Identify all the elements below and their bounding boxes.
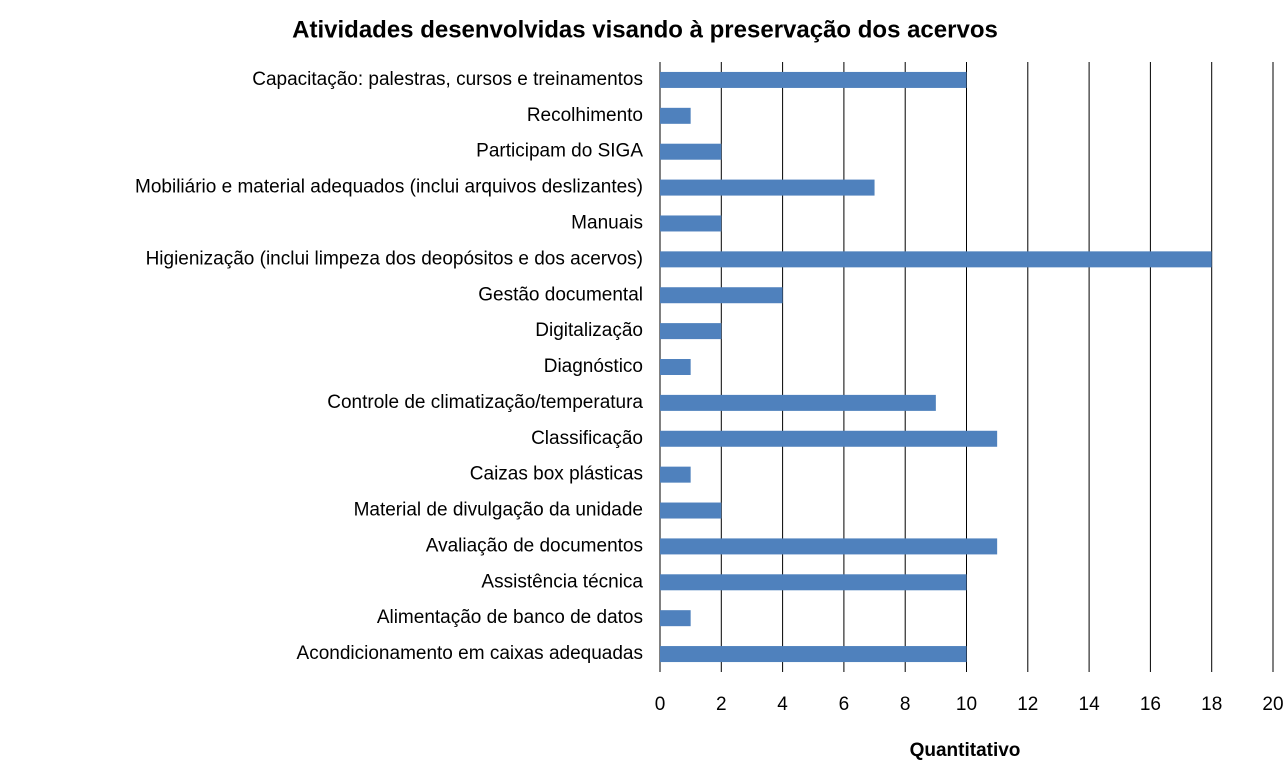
x-tick-label: 12 — [1017, 694, 1038, 715]
bar — [660, 538, 998, 555]
x-axis-title: Quantitativo — [910, 740, 1021, 761]
bar — [660, 179, 875, 196]
y-tick-label: Assistência técnica — [481, 571, 643, 592]
bar — [660, 107, 691, 124]
x-tick-label: 16 — [1140, 694, 1161, 715]
bar — [660, 610, 691, 627]
y-tick-label: Participam do SIGA — [476, 141, 643, 162]
y-tick-label: Digitalização — [535, 320, 643, 341]
y-tick-label: Higienização (inclui limpeza dos deopósi… — [146, 248, 643, 269]
y-tick-label: Controle de climatização/temperatura — [327, 392, 643, 413]
bar — [660, 430, 998, 447]
x-tick-label: 14 — [1079, 694, 1101, 715]
y-tick-label: Acondicionamento em caixas adequadas — [297, 643, 643, 664]
y-tick-label: Mobiliário e material adequados (inclui … — [135, 177, 643, 198]
bar — [660, 323, 722, 340]
bar — [660, 251, 1212, 268]
bar — [660, 574, 967, 591]
bar — [660, 394, 936, 411]
bar — [660, 143, 722, 160]
bar — [660, 466, 691, 483]
y-tick-label: Manuais — [571, 212, 643, 233]
bar — [660, 215, 722, 232]
x-tick-label: 4 — [777, 694, 788, 715]
chart-title: Atividades desenvolvidas visando à prese… — [292, 16, 998, 43]
bar — [660, 646, 967, 663]
y-tick-label: Material de divulgação da unidade — [354, 500, 643, 521]
bar — [660, 502, 722, 519]
y-tick-label: Caizas box plásticas — [470, 464, 643, 485]
x-tick-label: 6 — [839, 694, 850, 715]
y-tick-label: Gestão documental — [478, 284, 643, 305]
bar — [660, 359, 691, 375]
y-tick-label: Avaliação de documentos — [426, 535, 643, 556]
y-tick-label: Classificação — [531, 428, 643, 449]
y-tick-label: Capacitação: palestras, cursos e treinam… — [252, 69, 643, 90]
x-tick-label: 20 — [1262, 694, 1283, 715]
y-tick-label: Alimentação de banco de datos — [377, 607, 643, 628]
x-tick-label: 18 — [1201, 694, 1222, 715]
bar — [660, 71, 967, 88]
x-tick-label: 8 — [900, 694, 911, 715]
y-tick-label: Recolhimento — [527, 105, 643, 126]
bar — [660, 287, 783, 304]
x-tick-label: 2 — [716, 694, 727, 715]
x-tick-label: 10 — [956, 694, 977, 715]
x-tick-label: 0 — [655, 694, 666, 715]
y-tick-label: Diagnóstico — [544, 356, 643, 377]
